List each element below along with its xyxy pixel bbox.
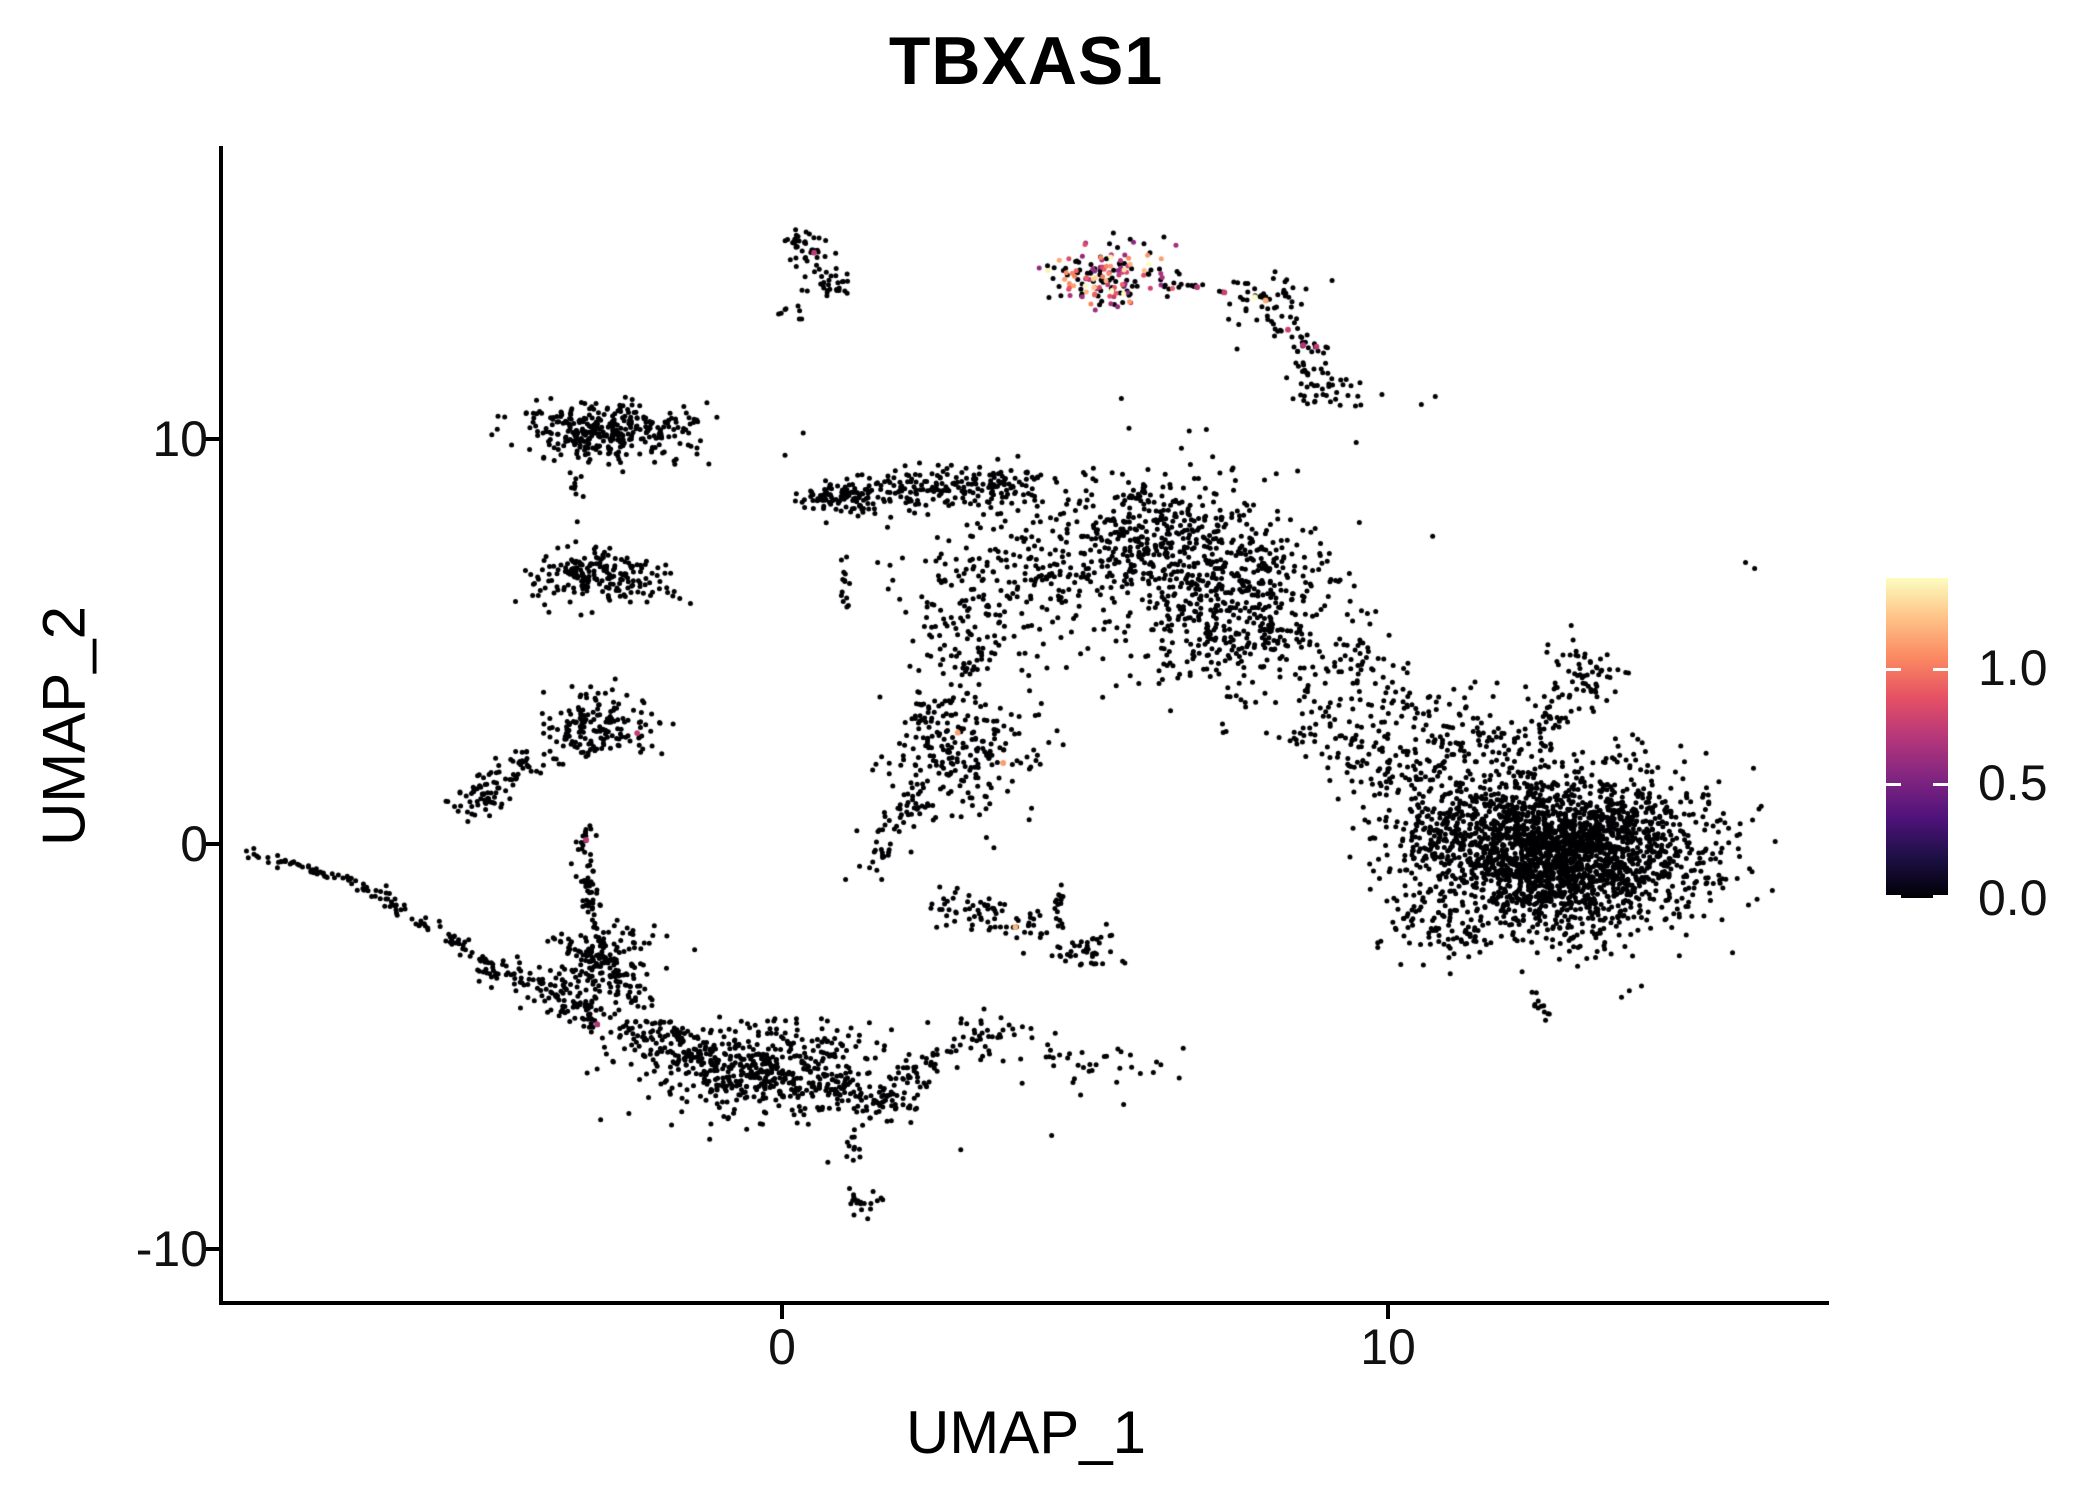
x-tick-mark [780, 1305, 784, 1319]
y-tick-mark [205, 842, 219, 846]
x-tick-mark [1386, 1305, 1390, 1319]
x-tick-label: 0 [768, 1319, 796, 1375]
x-tick-label: 10 [1360, 1319, 1416, 1375]
y-tick-label: 0 [180, 816, 208, 872]
y-tick-mark [205, 1247, 219, 1251]
y-tick-label: -10 [135, 1221, 208, 1277]
y-tick-mark [205, 437, 219, 441]
x-axis-title: UMAP_1 [905, 1399, 1147, 1466]
y-tick-label: 10 [152, 411, 208, 467]
y-axis-title: UMAP_2 [30, 605, 98, 847]
x-axis-line [219, 1301, 1829, 1305]
y-axis-line [219, 146, 223, 1305]
